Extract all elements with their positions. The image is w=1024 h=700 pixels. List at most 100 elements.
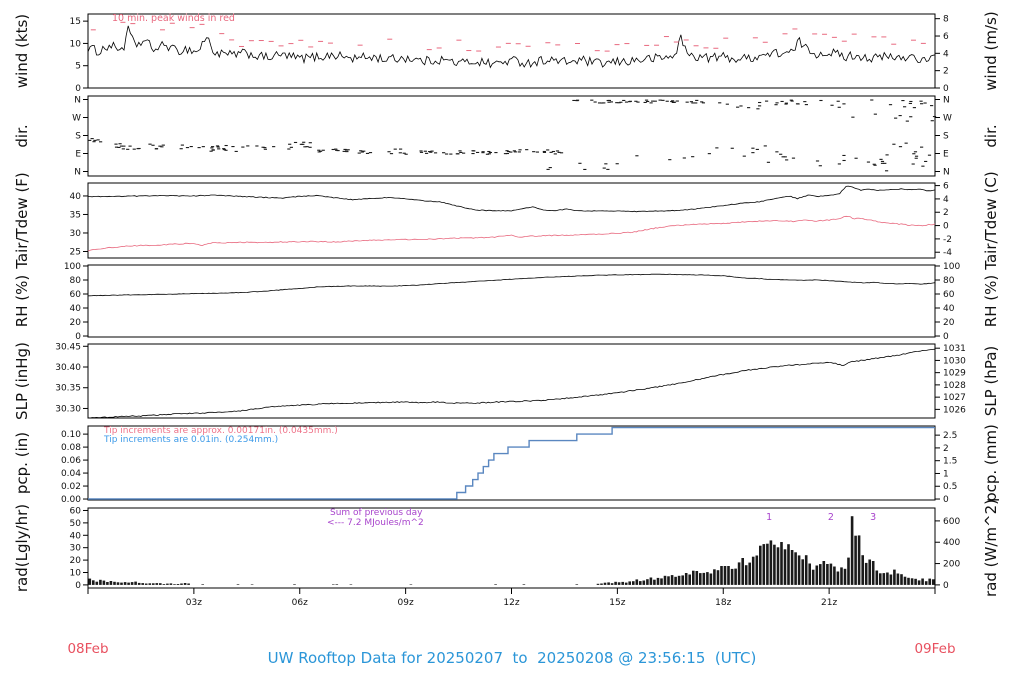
- ytick-label-left-rad: 60: [70, 506, 82, 516]
- end-date-day: 09Feb: [914, 641, 956, 657]
- ytick-label-right-rh: 0: [943, 332, 949, 342]
- ytick-label-right-slp: 1028: [943, 381, 966, 391]
- series-solar-rad: [921, 578, 924, 585]
- ytick-label-right-temp: -4: [943, 248, 952, 258]
- series-solar-rad: [603, 582, 607, 585]
- series-solar-rad: [755, 555, 759, 585]
- ytick-label-right-rad: 0: [943, 581, 949, 591]
- ytick-label-left-wind: 10: [70, 39, 82, 49]
- series-solar-rad: [109, 581, 113, 585]
- series-solar-rad: [236, 584, 240, 585]
- rad-marker-1: 1: [766, 512, 772, 523]
- series-solar-rad: [166, 583, 169, 585]
- ytick-label-right-wind: 8: [943, 15, 949, 25]
- series-solar-rad: [928, 578, 931, 585]
- pcp-tip-blue-annotation: Tip increments are 0.01in. (0.254mm.): [104, 435, 279, 445]
- series-solar-rad: [596, 583, 600, 585]
- series-solar-rad: [699, 573, 702, 585]
- ytick-label-left-rad: 30: [70, 544, 82, 554]
- ytick-label-left-slp: 30.40: [55, 363, 81, 373]
- series-solar-rad: [706, 572, 709, 585]
- series-solar-rad: [871, 561, 875, 585]
- series-solar-rad: [843, 568, 847, 585]
- series-solar-rad: [95, 581, 99, 585]
- series-solar-rad: [907, 577, 910, 585]
- xtick-label: 03z: [186, 598, 202, 608]
- ytick-label-right-wind: 0: [943, 84, 949, 94]
- series-solar-rad: [910, 578, 914, 585]
- series-solar-rad: [600, 583, 603, 585]
- series-solar-rad: [176, 584, 180, 585]
- ytick-label-right-dir: N: [943, 168, 950, 178]
- series-solar-rad: [864, 562, 868, 585]
- series-solar-rad: [924, 581, 928, 585]
- ytick-label-right-temp: 0: [943, 222, 949, 232]
- axis-label-right-rh: RH (%): [982, 275, 1000, 327]
- series-solar-rad: [169, 583, 173, 585]
- series-solar-rad: [815, 565, 819, 585]
- series-slp-inhg: [87, 348, 936, 419]
- series-solar-rad: [766, 543, 769, 585]
- series-solar-rad: [632, 581, 635, 585]
- series-solar-rad: [575, 584, 579, 585]
- series-solar-rad: [674, 576, 677, 585]
- series-solar-rad: [120, 582, 123, 585]
- ytick-label-left-dir: W: [72, 114, 81, 124]
- series-solar-rad: [335, 584, 339, 585]
- series-solar-rad: [183, 583, 187, 585]
- series-solar-rad: [847, 557, 850, 585]
- x-axis-end-date: 09Feb 00z: [893, 597, 977, 700]
- series-solar-rad: [886, 572, 889, 585]
- series-solar-rad: [879, 573, 882, 585]
- series-solar-rad: [861, 555, 864, 585]
- series-solar-rad: [180, 583, 183, 585]
- series-solar-rad: [293, 584, 296, 585]
- series-solar-rad: [162, 584, 166, 585]
- series-solar-rad: [102, 580, 106, 585]
- series-solar-rad: [137, 582, 141, 585]
- series-solar-rad: [751, 556, 755, 585]
- axis-label-left-dir: dir.: [13, 124, 31, 147]
- ytick-label-right-pcp: 1.5: [943, 457, 957, 467]
- series-solar-rad: [667, 576, 670, 585]
- series-solar-rad: [656, 577, 660, 585]
- series-solar-rad: [833, 566, 836, 585]
- xtick-label: 09z: [398, 598, 414, 608]
- ytick-label-right-temp: 2: [943, 208, 949, 218]
- panel-frame-rad: [87, 507, 936, 589]
- ytick-label-left-temp: 30: [70, 229, 82, 239]
- panel-frame-wind: [87, 13, 936, 89]
- series-solar-rad: [882, 573, 886, 585]
- ytick-label-left-temp: 25: [70, 247, 81, 257]
- start-date-day: 08Feb: [67, 641, 109, 657]
- axis-label-left-wind: wind (kts): [13, 14, 31, 88]
- ytick-label-left-pcp: 0.08: [61, 443, 81, 453]
- axis-label-right-rad: rad (W/m^2): [982, 499, 1000, 597]
- panel-frame-pcp: [87, 425, 936, 501]
- ytick-label-right-slp: 1030: [943, 356, 966, 366]
- series-precip-accum-in: [88, 426, 935, 500]
- ytick-label-right-rh: 100: [943, 262, 960, 272]
- series-tdew-f: [87, 215, 936, 252]
- series-solar-rad: [783, 549, 787, 585]
- ytick-label-left-rad: 0: [75, 581, 81, 591]
- series-solar-rad: [130, 582, 134, 585]
- ytick-label-right-dir: W: [943, 114, 952, 124]
- series-solar-rad: [741, 558, 744, 585]
- series-solar-rad: [769, 540, 773, 585]
- series-tair-f: [87, 185, 936, 213]
- series-solar-rad: [720, 566, 723, 585]
- series-solar-rad: [857, 535, 861, 585]
- rad-sum-annotation-line1: Sum of previous day: [330, 508, 423, 518]
- series-solar-rad: [822, 561, 826, 585]
- series-solar-rad: [801, 559, 804, 585]
- ytick-label-right-slp: 1031: [943, 344, 966, 354]
- series-solar-rad: [829, 563, 833, 585]
- series-solar-rad: [692, 570, 695, 585]
- series-solar-rad: [332, 584, 335, 585]
- series-solar-rad: [681, 575, 684, 585]
- series-solar-rad: [144, 583, 148, 585]
- series-solar-rad: [875, 570, 879, 585]
- panel-frame-slp: [87, 343, 936, 419]
- series-solar-rad: [677, 575, 681, 585]
